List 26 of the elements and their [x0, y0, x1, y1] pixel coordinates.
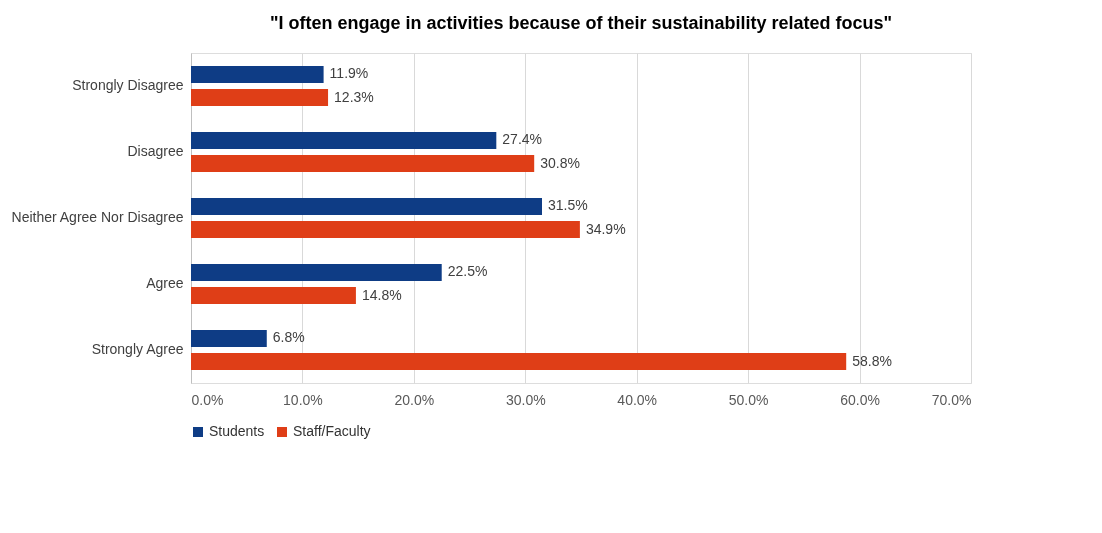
x-tick-label: 20.0% — [394, 391, 435, 408]
data-label: 14.8% — [361, 286, 402, 303]
data-label: 27.4% — [502, 131, 543, 148]
legend-label: Staff/Faculty — [293, 423, 371, 439]
y-tick-label: Strongly Agree — [91, 341, 184, 357]
x-tick-label: 0.0% — [191, 391, 224, 408]
y-tick-label: Strongly Disagree — [72, 77, 184, 93]
data-label: 12.3% — [334, 88, 374, 105]
x-tick-label: 10.0% — [283, 391, 323, 408]
data-label: 31.5% — [548, 197, 588, 214]
x-tick-label: 40.0% — [617, 391, 658, 408]
y-tick-label: Disagree — [127, 143, 184, 159]
data-label: 30.8% — [540, 154, 580, 171]
y-tick-label: Neither Agree Nor Disagree — [11, 209, 184, 225]
data-label: 34.9% — [585, 220, 626, 237]
x-tick-label: 60.0% — [840, 391, 880, 408]
data-label: 6.8% — [272, 329, 305, 346]
x-tick-label: 50.0% — [728, 391, 769, 408]
x-tick-label: 30.0% — [505, 391, 546, 408]
y-tick-label: Agree — [146, 275, 184, 291]
data-label: 11.9% — [329, 65, 369, 82]
x-tick-label: 70.0% — [931, 391, 972, 408]
legend-label: Students — [209, 423, 265, 439]
data-label: 22.5% — [447, 263, 488, 280]
chart-title: "I often engage in activities because of their sustainability related focus" — [269, 13, 893, 33]
data-label: 58.8% — [852, 352, 892, 369]
